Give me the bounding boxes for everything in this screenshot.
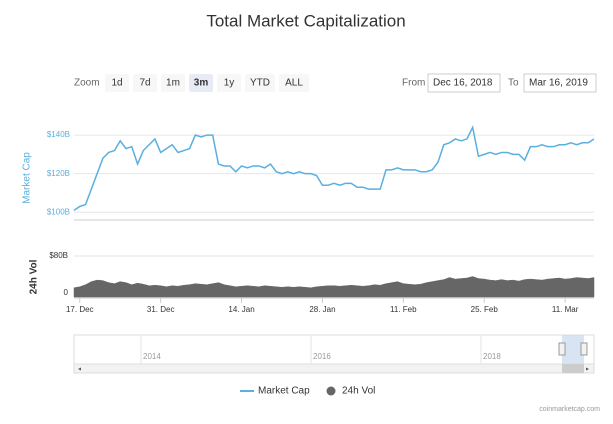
zoom-button-label[interactable]: 3m (194, 78, 209, 89)
y-tick-label: $120B (47, 169, 70, 178)
scrollbar[interactable] (73, 363, 595, 374)
x-tick-label: 25. Feb (471, 305, 499, 314)
zoom-button[interactable] (133, 74, 157, 92)
navigator-handle[interactable] (558, 342, 566, 356)
zoom-button-label[interactable]: 1y (224, 78, 235, 89)
legend-symbol (326, 386, 336, 396)
zoom-button-label[interactable]: 1d (111, 78, 122, 89)
y2-tick-label: 0 (64, 288, 69, 297)
to-label: To (508, 78, 519, 89)
market-cap-line (73, 125, 595, 211)
y-tick-label: $140B (47, 130, 70, 139)
x-tick-label: 28. Jan (309, 305, 335, 314)
zoom-button[interactable] (161, 74, 185, 92)
scroll-right[interactable]: ▸ (586, 367, 589, 373)
zoom-button[interactable] (279, 74, 309, 92)
zoom-button[interactable] (245, 74, 275, 92)
navigator-selection[interactable] (562, 335, 584, 365)
y2-axis-title: 24h Vol (29, 259, 40, 294)
zoom-button-label[interactable]: YTD (250, 78, 270, 89)
navigator-label: 2016 (313, 352, 331, 361)
chart-title: Total Market Capitalization (206, 11, 405, 30)
x-tick-label: 31. Dec (147, 305, 175, 314)
from-value[interactable]: Dec 16, 2018 (433, 78, 493, 89)
x-tick-label: 17. Dec (66, 305, 94, 314)
zoom-button[interactable] (105, 74, 129, 92)
zoom-button[interactable] (217, 74, 241, 92)
x-tick-label: 14. Jan (228, 305, 254, 314)
navigator-label: 2014 (143, 352, 161, 361)
navigator-handle[interactable] (580, 342, 588, 356)
y-axis-title: Market Cap (22, 152, 33, 204)
from-input[interactable] (427, 73, 501, 93)
x-tick-label: 11. Mar (552, 305, 579, 314)
legend-label[interactable]: 24h Vol (342, 386, 375, 397)
credit: coinmarketcap.com (539, 406, 600, 413)
zoom-button-label[interactable]: 1m (166, 78, 180, 89)
zoom-button[interactable] (189, 74, 213, 92)
scroll-left[interactable]: ◂ (78, 367, 81, 373)
volume-area (73, 276, 595, 298)
zoom-button-label[interactable]: ALL (285, 78, 303, 89)
to-input[interactable] (523, 73, 597, 93)
scrollbar-thumb[interactable] (562, 364, 584, 373)
y2-tick-label: $80B (49, 251, 68, 260)
zoom-label: Zoom (74, 78, 100, 89)
navigator-label: 2018 (483, 352, 501, 361)
to-value[interactable]: Mar 16, 2019 (529, 78, 588, 89)
legend-label[interactable]: Market Cap (258, 386, 310, 397)
x-tick-label: 11. Feb (390, 305, 417, 314)
y-tick-label: $100B (47, 207, 70, 216)
from-label: From (402, 78, 425, 89)
zoom-button-label[interactable]: 7d (139, 78, 150, 89)
